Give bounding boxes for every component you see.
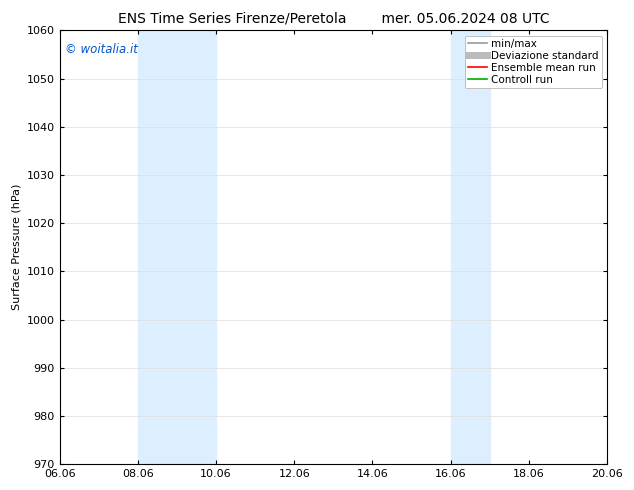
- Text: © woitalia.it: © woitalia.it: [65, 44, 138, 56]
- Y-axis label: Surface Pressure (hPa): Surface Pressure (hPa): [11, 184, 21, 311]
- Bar: [451, 30, 489, 464]
- Bar: [138, 30, 216, 464]
- Legend: min/max, Deviazione standard, Ensemble mean run, Controll run: min/max, Deviazione standard, Ensemble m…: [465, 36, 602, 88]
- Title: ENS Time Series Firenze/Peretola        mer. 05.06.2024 08 UTC: ENS Time Series Firenze/Peretola mer. 05…: [117, 11, 549, 25]
